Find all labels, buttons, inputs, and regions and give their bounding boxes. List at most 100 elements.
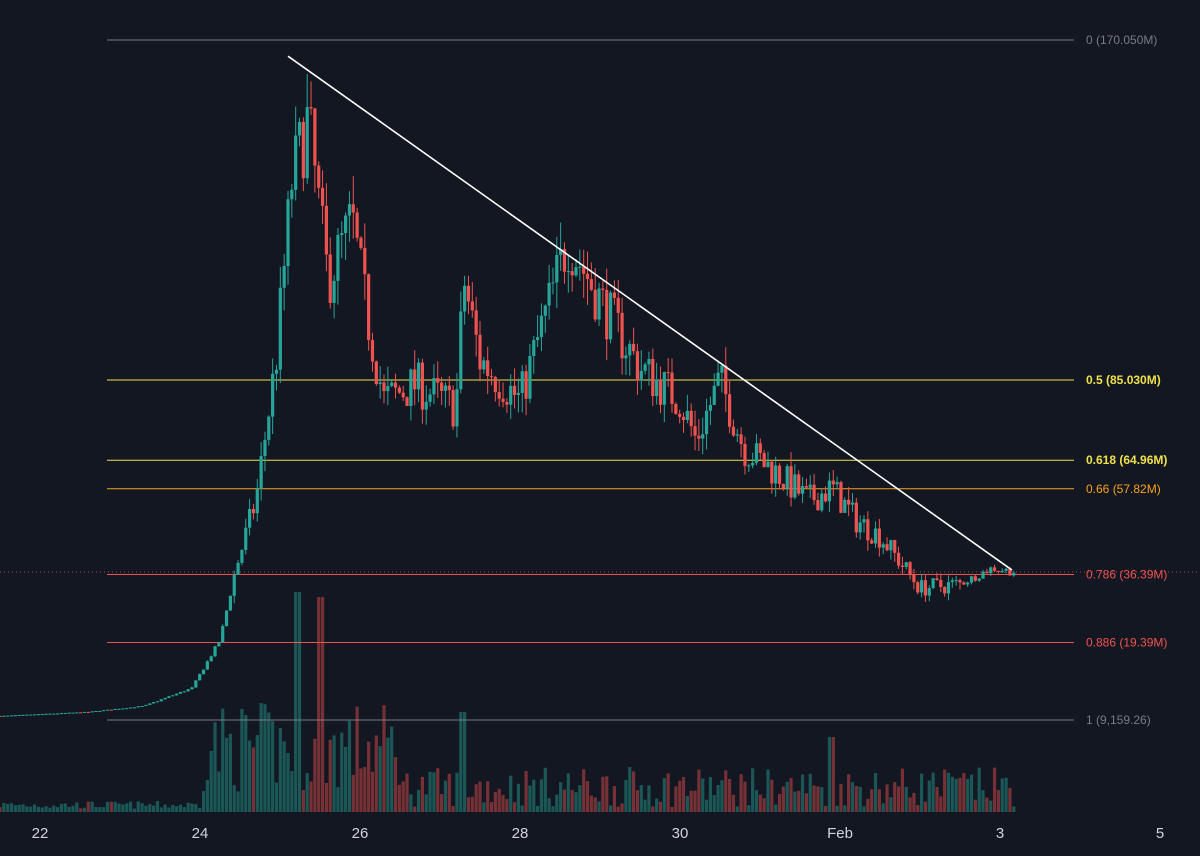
volume-bar xyxy=(447,773,451,812)
volume-layer xyxy=(0,592,1016,812)
candle-body xyxy=(86,711,90,713)
volume-bar xyxy=(716,784,720,812)
candle-body xyxy=(482,360,486,370)
volume-bar xyxy=(693,790,697,812)
volume-bar xyxy=(155,801,160,812)
volume-bar xyxy=(351,774,355,812)
volume-bar xyxy=(1008,787,1012,812)
candle-body xyxy=(155,701,160,703)
volume-bar xyxy=(6,803,10,812)
candle-body xyxy=(728,394,732,427)
candle-body xyxy=(90,711,94,713)
volume-bar xyxy=(328,739,332,812)
candle-body xyxy=(351,204,355,213)
candle-body xyxy=(274,369,279,374)
volume-bar xyxy=(409,794,413,812)
candle-body xyxy=(566,271,570,273)
candle-body xyxy=(171,695,175,697)
candle-body xyxy=(82,711,87,713)
volume-bar xyxy=(547,798,551,812)
volume-bar xyxy=(209,750,213,812)
volume-bar xyxy=(601,776,605,812)
time-axis: 22 24 26 28 30 Feb 3 5 xyxy=(32,825,1165,842)
candle-body xyxy=(440,382,444,391)
candle-body xyxy=(578,266,582,268)
candle-body xyxy=(125,708,129,710)
volume-bar xyxy=(98,807,102,812)
volume-bar xyxy=(559,782,563,812)
volume-bar xyxy=(620,803,624,812)
volume-bar xyxy=(390,726,394,812)
volume-bar xyxy=(712,795,716,812)
volume-bar xyxy=(94,807,98,812)
candle-body xyxy=(128,707,133,709)
candle-body xyxy=(121,708,125,710)
candle-body xyxy=(459,311,463,390)
candle-body xyxy=(409,369,413,406)
volume-bar xyxy=(167,807,171,812)
candle-body xyxy=(136,706,140,708)
candle-body xyxy=(336,234,340,281)
volume-bar xyxy=(17,804,21,812)
candle-body xyxy=(1000,570,1004,572)
volume-bar xyxy=(224,737,229,812)
candle-body xyxy=(893,540,897,553)
candle-body xyxy=(163,697,167,700)
candle-body xyxy=(985,571,989,574)
candle-body xyxy=(213,646,217,657)
candle-body xyxy=(271,373,275,417)
volume-bar xyxy=(824,806,828,812)
candle-body xyxy=(889,540,893,551)
volume-bar xyxy=(996,790,1000,812)
candle-body xyxy=(908,562,912,575)
candle-body xyxy=(632,343,636,352)
candle-body xyxy=(662,372,666,405)
volume-bar xyxy=(217,771,221,812)
volume-bar xyxy=(962,772,966,812)
candle-body xyxy=(44,713,48,715)
fib-label-4: 0.786 (36.39M) xyxy=(1086,567,1167,581)
candle-body xyxy=(939,579,943,587)
candle-body xyxy=(474,310,478,335)
volume-bar xyxy=(927,780,931,812)
candle-body xyxy=(927,588,931,596)
candle-body xyxy=(512,385,517,396)
candle-body xyxy=(355,212,359,238)
volume-bar xyxy=(25,806,29,812)
time-tick-label: 5 xyxy=(1156,825,1164,842)
candle-body xyxy=(32,714,37,716)
volume-bar xyxy=(793,791,797,812)
candle-body xyxy=(363,247,367,275)
candle-body xyxy=(324,205,328,255)
volume-bar xyxy=(678,780,682,812)
candle-body xyxy=(317,165,321,188)
volume-bar xyxy=(367,741,371,812)
fib-label-6: 1 (9,159.26) xyxy=(1086,713,1151,727)
volume-bar xyxy=(881,803,885,812)
candle-body xyxy=(313,108,317,166)
candle-body xyxy=(432,378,436,395)
candle-body xyxy=(393,382,398,388)
candle-body xyxy=(816,500,820,511)
candle-body xyxy=(793,474,797,498)
candle-body xyxy=(71,712,75,714)
volume-bar xyxy=(754,790,759,812)
candle-body xyxy=(743,443,747,466)
candle-body xyxy=(954,580,958,582)
volume-bar xyxy=(125,803,129,812)
volume-bar xyxy=(804,793,808,812)
trendline[interactable] xyxy=(287,55,1013,571)
candle-body xyxy=(643,364,647,371)
volume-bar xyxy=(466,797,471,812)
candle-body xyxy=(916,582,920,593)
volume-bar xyxy=(274,782,279,812)
candle-body xyxy=(294,135,298,190)
candle-body xyxy=(528,355,532,399)
volume-bar xyxy=(724,770,728,812)
candle-body xyxy=(562,249,567,272)
volume-bar xyxy=(198,807,202,812)
candle-body xyxy=(244,527,248,551)
